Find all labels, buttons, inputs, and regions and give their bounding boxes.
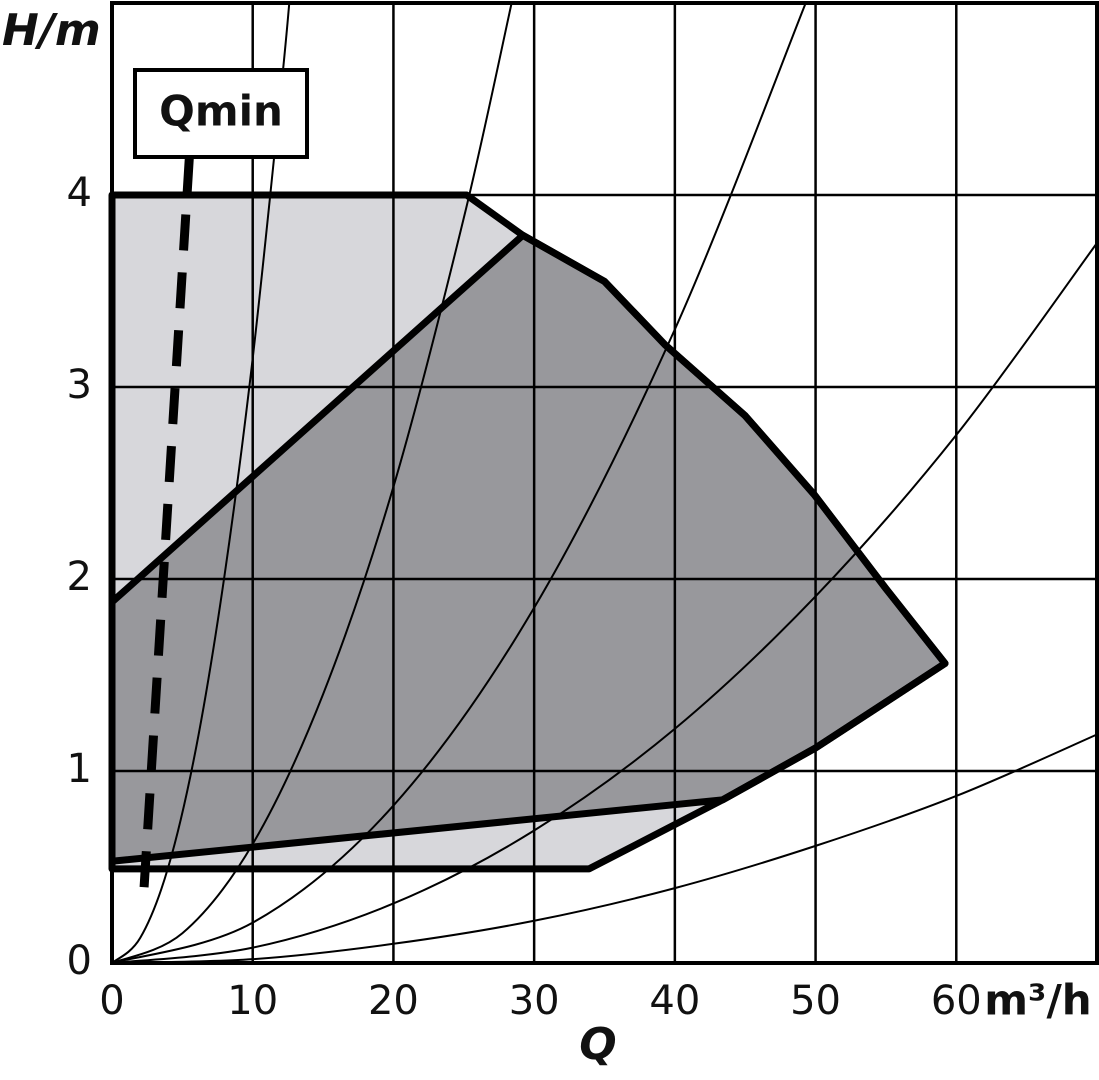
curves: [111, 2, 1098, 964]
x-tick-label: 30: [509, 978, 560, 1024]
y-tick-label: 4: [67, 170, 92, 216]
qmin-line: [138, 156, 194, 906]
y-tick-label: 3: [67, 362, 92, 408]
x-tick-label: 10: [227, 978, 278, 1024]
regions: [112, 195, 946, 869]
y-tick-label: 0: [67, 938, 92, 984]
system-curve: [111, 242, 1098, 964]
x-tick-label: 40: [649, 978, 700, 1024]
x-tick-label: 60: [931, 978, 982, 1024]
y-tick-label: 2: [67, 554, 92, 600]
overlay: [138, 156, 194, 906]
y-tick-label: 1: [67, 746, 92, 792]
annotation-box: [133, 68, 309, 159]
x-unit-label: m³/h: [984, 976, 1091, 1025]
operating-region: [112, 235, 946, 862]
outlines: [108, 191, 949, 873]
annotation: Qmin: [159, 87, 283, 136]
x-axis-label: Q: [579, 1019, 616, 1070]
y-axis-label: H/m: [2, 5, 101, 56]
plot-frame: [110, 1, 1099, 965]
system-curve: [111, 733, 1098, 964]
x-tick-label: 20: [368, 978, 419, 1024]
system-curve: [111, 2, 807, 964]
x-tick-label: 50: [790, 978, 841, 1024]
x-tick-label: 0: [99, 978, 124, 1024]
region-outline: [108, 231, 949, 865]
system-curve: [111, 2, 513, 964]
